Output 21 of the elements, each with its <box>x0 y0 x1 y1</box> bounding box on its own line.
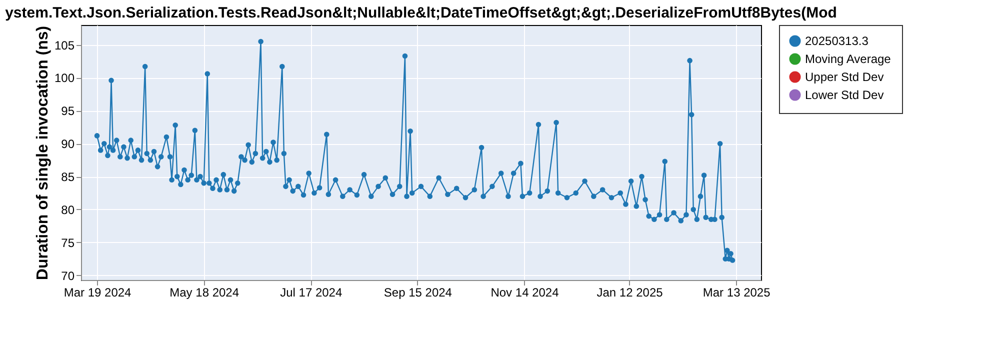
legend-label: Moving Average <box>805 52 892 66</box>
y-tick-label: 70 <box>61 268 75 283</box>
x-tick-label: Mar 13 2025 <box>702 286 771 300</box>
y-tick-label: 100 <box>54 71 75 86</box>
x-tick-label: Sep 15 2024 <box>384 286 452 300</box>
legend-label: Upper Std Dev <box>805 70 884 84</box>
y-tick-label: 90 <box>61 137 75 152</box>
y-axis-title: Duration of single invocation (ns) <box>34 26 52 280</box>
x-tick-label: Jul 17 2024 <box>280 286 342 300</box>
y-tick-label: 85 <box>61 170 75 184</box>
x-tick-label: Nov 14 2024 <box>490 286 560 300</box>
y-tick-label: 80 <box>61 202 75 217</box>
y-tick-label: 105 <box>54 38 75 52</box>
legend-label: Lower Std Dev <box>805 88 884 102</box>
chart-title: ystem.Text.Json.Serialization.Tests.ReadJson&lt;Nullable&lt;DateTimeOffset&gt;&gt;.DeserializeFromUtf8Bytes(Mod <box>5 4 837 22</box>
legend-label: 20250313.3 <box>805 34 869 48</box>
y-tick-label: 75 <box>61 236 75 250</box>
x-tick-label: Jan 12 2025 <box>596 286 664 300</box>
y-tick-label: 95 <box>61 104 75 118</box>
x-tick-label: Mar 19 2024 <box>64 286 132 300</box>
x-tick-label: May 18 2024 <box>170 286 240 300</box>
